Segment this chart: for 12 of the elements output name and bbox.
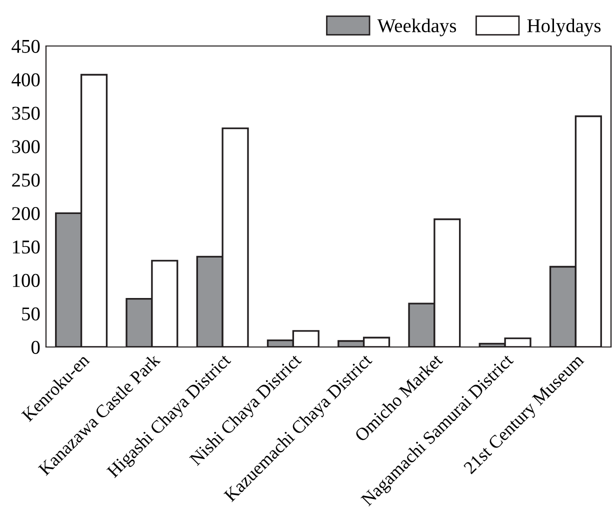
y-tick-label: 50 xyxy=(22,307,40,320)
y-tick-label: 250 xyxy=(12,174,40,187)
y-tick-label: 150 xyxy=(12,240,40,254)
y-tick-label: 200 xyxy=(12,207,40,220)
y-tick-label: 300 xyxy=(12,140,40,154)
y-tick-label: 400 xyxy=(12,73,40,86)
legend-label: Weekdays xyxy=(377,18,456,36)
y-tick-label: 450 xyxy=(12,40,40,53)
y-tick-label: 350 xyxy=(12,106,40,120)
legend-label: Holydays xyxy=(527,18,601,36)
y-tick-label: 100 xyxy=(12,274,40,288)
y-tick-label: 0 xyxy=(31,340,40,354)
